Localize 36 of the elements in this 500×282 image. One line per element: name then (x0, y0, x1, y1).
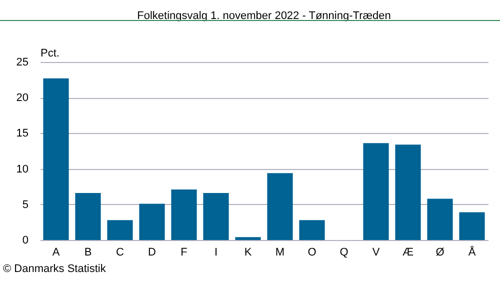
y-tick-label: 10 (16, 163, 28, 176)
bar (75, 193, 101, 240)
y-tick-label: 20 (16, 92, 28, 104)
x-tick-label: D (148, 246, 156, 258)
x-tick-label: C (116, 246, 124, 258)
x-tick-label: O (308, 246, 317, 258)
bar (203, 193, 229, 240)
x-tick-label: Q (340, 246, 349, 258)
x-tick-label: A (52, 246, 60, 258)
x-tick-label: Å (468, 246, 476, 258)
x-tick-label: F (180, 246, 188, 258)
y-tick-label: 0 (22, 234, 28, 246)
bar (363, 143, 389, 240)
bar (235, 237, 261, 240)
y-tick-label: 25 (16, 56, 28, 68)
bar (107, 220, 133, 240)
x-tick-label: V (372, 246, 380, 258)
bar (171, 189, 197, 240)
bar (43, 78, 69, 240)
x-tick-label: B (84, 246, 92, 258)
bar (139, 204, 165, 240)
y-axis-title: Pct. (40, 48, 60, 60)
chart-title: Folketingsvalg 1. november 2022 - Tønning-Træden (137, 10, 391, 22)
bar (267, 173, 293, 240)
bar (395, 144, 421, 240)
bar (459, 212, 485, 240)
x-tick-label: Ø (436, 246, 445, 258)
x-tick-label: M (275, 246, 285, 258)
x-tick-label: Æ (402, 246, 414, 258)
bar (299, 220, 325, 240)
x-tick-label: K (244, 246, 252, 258)
x-tick-label: I (214, 246, 218, 258)
text: © Danmarks Statistik (3, 263, 106, 275)
y-tick-label: 5 (22, 198, 28, 211)
bar (427, 198, 453, 240)
y-tick-label: 15 (16, 128, 28, 140)
